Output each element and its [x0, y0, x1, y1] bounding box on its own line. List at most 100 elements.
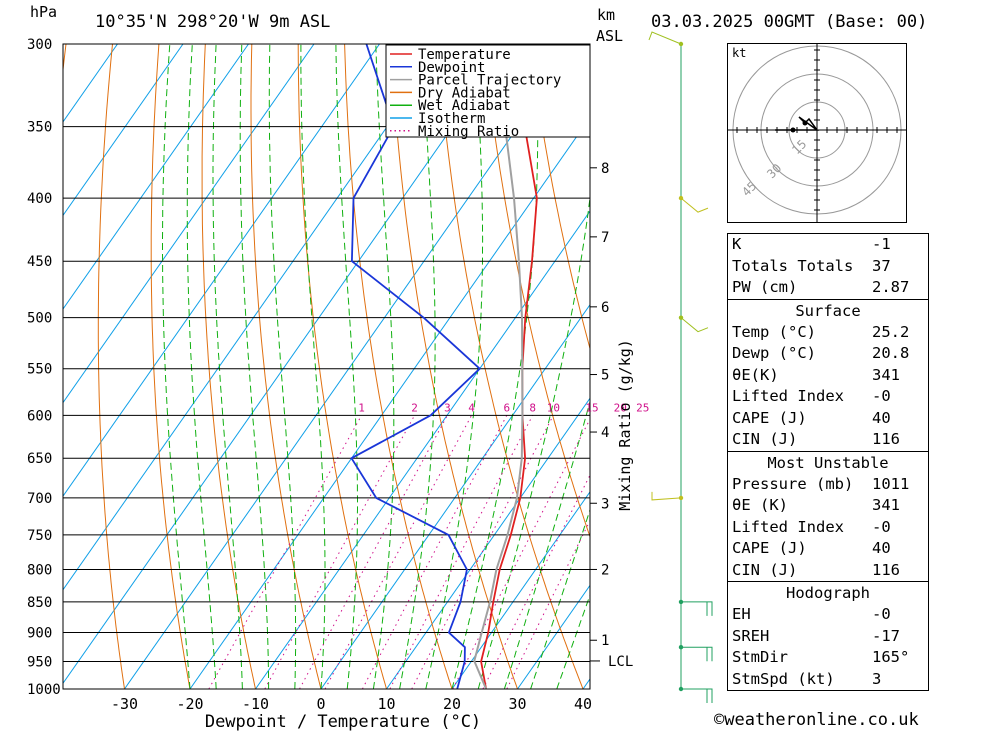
isotherm-line: [189, 116, 590, 689]
location-title: 10°35'N 298°20'W 9m ASL: [95, 12, 331, 32]
wet-adiabat-line: [212, 44, 243, 689]
index-label: CAPE (J): [732, 408, 807, 427]
isotherm-line: [320, 303, 590, 689]
surface-section-title: Surface: [795, 301, 861, 320]
mixing-ratio-axis-title: Mixing Ratio (g/kg): [616, 339, 634, 511]
pressure-tick-label: 600: [27, 408, 52, 424]
isotherm-line: [63, 44, 380, 498]
index-label: SREH: [732, 626, 770, 645]
temperature-tick-label: 30: [508, 695, 526, 713]
index-label: Dewp (°C): [732, 344, 816, 362]
hodograph-dot: [802, 120, 808, 126]
index-value: 116: [872, 430, 900, 448]
pressure-tick-label: 750: [27, 528, 52, 544]
index-value: -1: [872, 235, 891, 253]
wind-barb: [651, 491, 682, 501]
isotherm-line: [63, 44, 511, 685]
hodograph-storm-motion-dot: [790, 127, 796, 133]
parcel-trajectory-profile-line: [473, 44, 524, 689]
wet-adiabat-line: [300, 44, 326, 689]
isotherm-line: [386, 397, 590, 689]
dry-adiabat-line: [529, 44, 590, 351]
surface-row-dewp: Dewp (°C) 20.8: [728, 343, 928, 365]
asl-unit-label: ASL: [596, 27, 624, 45]
index-value: 40: [872, 539, 891, 557]
temperature-tick-label: -20: [176, 695, 203, 713]
wind-barb-dot: [678, 495, 684, 501]
mixing-ratio-label: 25: [636, 401, 649, 414]
dry-adiabat-line: [995, 44, 1000, 689]
hpa-unit-label: hPa: [30, 3, 58, 21]
index-value: 1011: [872, 474, 910, 493]
mu-row-lifted-index: Lifted Index -0: [728, 517, 928, 539]
indices-hodograph-block: Hodograph EH -0 SREH -17 StmDir 165° StmSpd…: [728, 581, 928, 690]
wet-adiabat-line: [503, 399, 590, 689]
dry-adiabat-line: [250, 44, 322, 689]
wet-adiabat-line: [268, 44, 297, 689]
pressure-tick-label: 950: [27, 655, 52, 671]
wind-barb-dot: [678, 686, 684, 692]
wind-barb: [681, 646, 713, 662]
legend-entry-label: Wet Adiabat: [418, 98, 511, 114]
pressure-tick-label: 1000: [27, 682, 61, 698]
hodo-row-sreh: SREH -17: [728, 626, 928, 648]
indices-top-block: K -1 Totals Totals 37 PW (cm) 2.87: [728, 234, 928, 299]
index-value: -17: [872, 626, 900, 645]
most-unstable-section-title: Most Unstable: [767, 453, 889, 472]
temperature-tick-label: 10: [377, 695, 395, 713]
wet-adiabat-line: [530, 508, 590, 689]
pressure-tick-label: 500: [27, 311, 52, 327]
wind-barb: [681, 601, 713, 616]
dry-adiabat-line: [150, 44, 191, 689]
skewt-axis-labels: 3003504004505005506006507007508008509009…: [27, 37, 649, 713]
mixing-ratio-label: 2: [411, 401, 418, 414]
isotherm-line: [63, 44, 315, 404]
skewt-profiles: [350, 44, 538, 689]
hodograph-unit-label: kt: [732, 46, 746, 60]
surface-row-theta-e: θE(K) 341: [728, 365, 928, 387]
index-label: StmDir: [732, 648, 788, 666]
isotherm-line: [124, 44, 577, 689]
x-axis-title: Dewpoint / Temperature (°C): [205, 712, 481, 732]
wind-barb-dot: [678, 41, 684, 47]
mixing-ratio-label: 3: [444, 401, 451, 414]
mixing-ratio-label: 1: [358, 401, 365, 414]
wet-adiabat-line: [186, 44, 217, 689]
wind-barb: [680, 197, 709, 213]
surface-row-temp: Temp (°C) 25.2: [728, 322, 928, 344]
mixing-ratio-label: 20: [614, 401, 627, 414]
pressure-tick-label: 900: [27, 626, 52, 642]
index-value: 25.2: [872, 322, 910, 341]
legend-entry-label: Isotherm: [418, 111, 485, 127]
legend-box: [385, 44, 591, 138]
index-label: EH: [732, 605, 751, 623]
hodo-row-stmspd: StmSpd (kt) 3: [728, 669, 928, 691]
wind-barb: [648, 31, 682, 45]
mixing-ratio-line: [208, 415, 363, 689]
index-label: Totals Totals: [732, 256, 854, 275]
legend-entry-label: Parcel Trajectory: [418, 73, 561, 89]
wind-barb: [681, 688, 713, 703]
index-label: CIN (J): [732, 430, 798, 448]
mixing-ratio-label: 8: [529, 401, 536, 414]
mu-row-cape: CAPE (J) 40: [728, 538, 928, 560]
pressure-tick-label: 650: [27, 451, 52, 467]
index-label: K: [732, 235, 742, 253]
km-tick-label: 5: [601, 368, 609, 384]
km-tick-label: 3: [601, 496, 609, 512]
km-tick-label: 8: [601, 161, 609, 177]
wind-barb-dot: [678, 315, 684, 320]
isotherm-line: [63, 44, 249, 310]
index-row-pw: PW (cm) 2.87: [728, 277, 928, 299]
wet-adiabat-line: [162, 44, 191, 689]
index-value: 116: [872, 560, 900, 579]
dewpoint-profile-line: [350, 44, 481, 689]
index-row-k: K -1: [728, 234, 928, 256]
copyright-text: ©weatheronline.co.uk: [714, 710, 919, 730]
km-tick-label: 4: [601, 425, 609, 441]
pressure-tick-label: 450: [27, 254, 52, 270]
surface-row-cin: CIN (J) 116: [728, 429, 928, 451]
index-label: Pressure (mb): [732, 474, 854, 493]
wind-barb: [680, 317, 709, 333]
